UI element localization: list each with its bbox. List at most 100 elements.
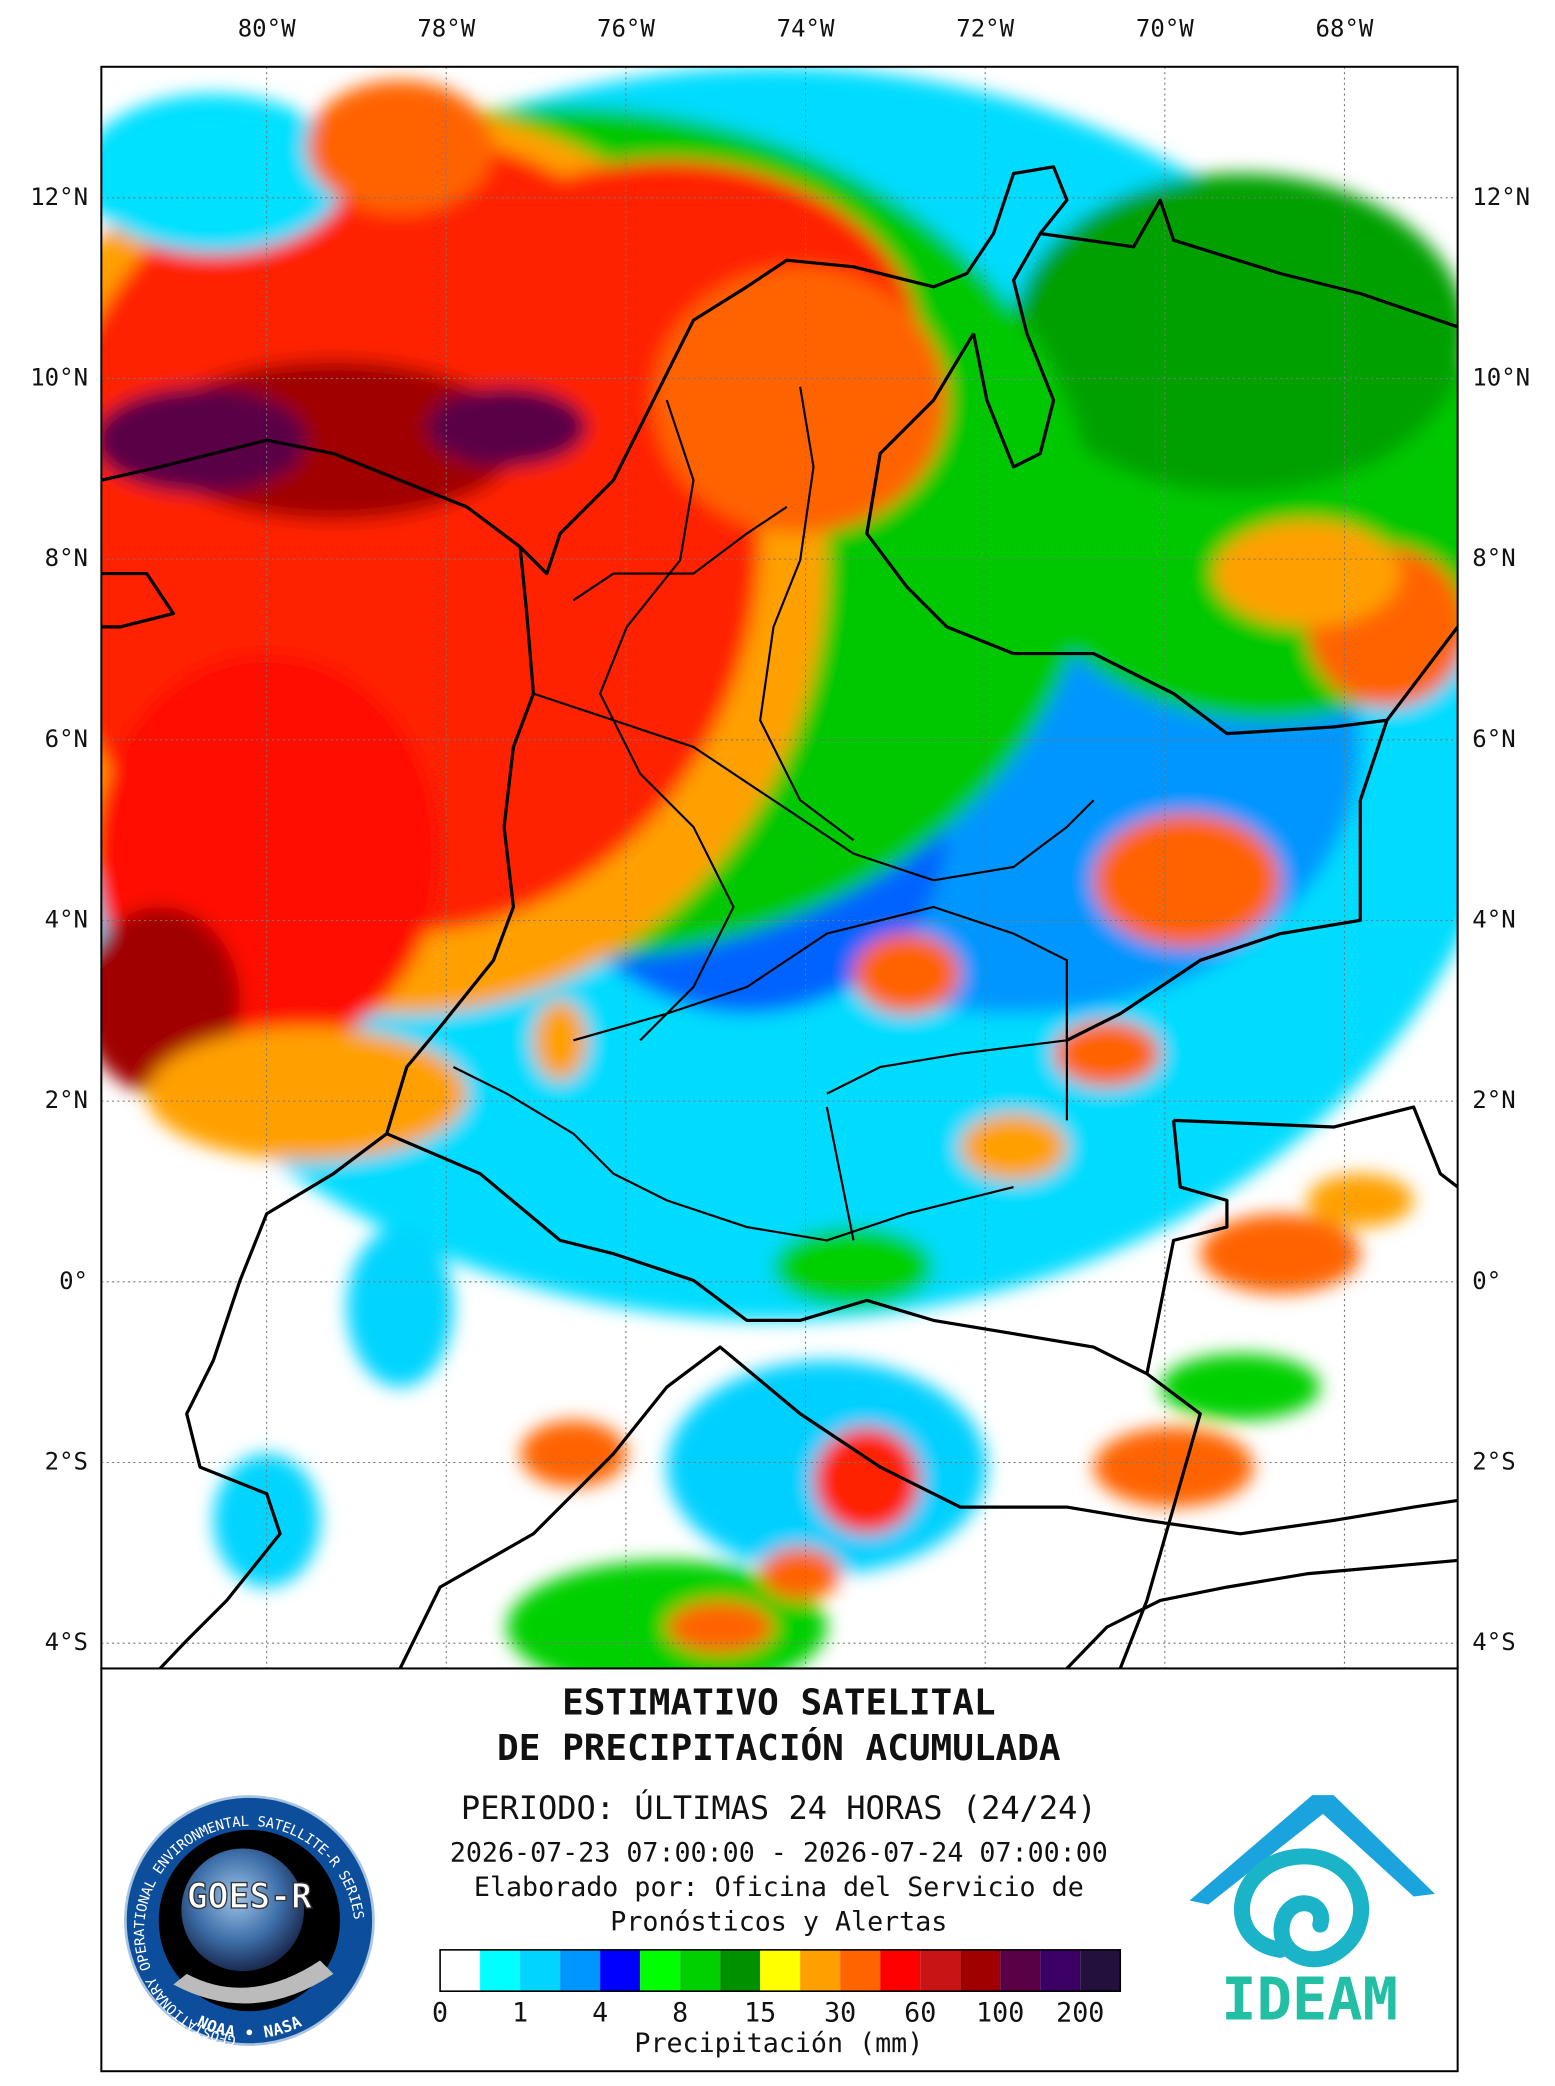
precip-area (101, 386, 307, 494)
colorbar-swatch (760, 1949, 801, 1992)
colorbar-swatch (800, 1949, 841, 1992)
lon-tick-label: 70°W (1136, 14, 1194, 42)
dates: 2026-07-23 07:00:00 - 2026-07-24 07:00:0… (450, 1837, 1108, 1868)
map-area (101, 66, 1458, 1669)
colorbar-swatch (840, 1949, 881, 1992)
period: PERIODO: ÚLTIMAS 24 HORAS (24/24) (461, 1788, 1097, 1827)
colorbar-tick-label: 4 (592, 1997, 608, 2028)
precip-area (1160, 1353, 1321, 1421)
country-border (386, 1132, 1202, 1669)
precip-area (653, 266, 947, 534)
country-border (1145, 1120, 1229, 1375)
lon-tick-label: 78°W (417, 14, 475, 42)
lat-tick-label: 10°N (30, 363, 88, 391)
colorbar-swatch (520, 1949, 561, 1992)
colorbar-tick-label: 30 (824, 1997, 856, 2028)
colorbar-tick-label: 0 (432, 1997, 448, 2028)
lat-tick-label: 10°N (1472, 363, 1530, 391)
logo-roof (1189, 1795, 1435, 1905)
precip-area (520, 1420, 627, 1488)
precip-area (306, 80, 494, 214)
credit: Elaborado por: Oficina del Servicio de (474, 1872, 1084, 1903)
title: DE PRECIPITACIÓN ACUMULADA (497, 1727, 1061, 1769)
coastline (1039, 198, 1458, 329)
lat-tick-label: 4°S (45, 1628, 88, 1656)
colorbar-swatch (920, 1949, 961, 1992)
precip-area (146, 1026, 467, 1161)
colorbar-swatch (1040, 1949, 1081, 1992)
colorbar-tick-label: 200 (1056, 1997, 1104, 2028)
department-border (598, 399, 735, 1042)
logo-name: IDEAM (1221, 1965, 1398, 2033)
precip-area (346, 1227, 454, 1388)
precip-area (213, 1453, 321, 1588)
lat-tick-label: 0° (59, 1267, 88, 1295)
colorbar-swatch (560, 1949, 601, 1992)
precip-area (1053, 1020, 1161, 1088)
precip-area (533, 1000, 587, 1081)
lon-tick-label: 80°W (238, 14, 296, 42)
department-border (573, 905, 1068, 1095)
borders (386, 332, 1458, 1669)
lat-tick-label: 2°S (45, 1447, 88, 1475)
lat-tick-label: 4°N (1472, 905, 1515, 933)
lat-tick-label: 12°N (1472, 183, 1530, 211)
title: ESTIMATIVO SATELITAL (562, 1682, 995, 1723)
precip-area (426, 386, 587, 467)
department-border (572, 505, 788, 602)
country-border (398, 1345, 1458, 1669)
precip-area (1093, 1427, 1254, 1508)
coastline (101, 165, 1069, 576)
department-border (759, 386, 855, 842)
ideam-logo: IDEAM (1189, 1795, 1435, 2033)
colorbar-swatch (1080, 1949, 1121, 1992)
lat-tick-label: 2°S (1472, 1447, 1515, 1475)
lat-tick-label: 0° (1472, 1267, 1501, 1295)
logo-swoosh (173, 1960, 334, 2004)
lat-tick-label: 8°N (1472, 544, 1515, 572)
lon-tick-label: 76°W (597, 14, 655, 42)
lat-tick-label: 12°N (30, 183, 88, 211)
colorbar-swatch (720, 1949, 761, 1992)
colorbar-tick-label: 100 (976, 1997, 1024, 2028)
precip-area (1093, 813, 1281, 947)
colorbar-swatch (680, 1949, 721, 1992)
country-border (1065, 1558, 1458, 1669)
precip-area (960, 1113, 1067, 1181)
lat-tick-label: 4°N (45, 905, 88, 933)
colorbar-frame (439, 1949, 1122, 1993)
colorbar-swatch (960, 1949, 1001, 1992)
precip-area (666, 1600, 774, 1654)
precipitation-field (101, 66, 1458, 1669)
precip-area (1200, 1213, 1361, 1294)
precip-area (773, 1227, 934, 1308)
country-border (865, 332, 1458, 736)
lat-tick-label: 2°N (1472, 1086, 1515, 1114)
colorbar-tick-label: 8 (672, 1997, 688, 2028)
goes-logo: GEOSTATIONARY OPERATIONAL ENVIRONMENTAL … (124, 1795, 375, 2048)
logo-name: GOES-R (187, 1877, 312, 1917)
colorbar-swatch (600, 1949, 641, 1992)
precip-area (813, 1427, 921, 1534)
colorbar-swatch (440, 1949, 481, 1992)
colorbar-swatch (480, 1949, 521, 1992)
precip-area (853, 933, 961, 1014)
colorbar: 0 1 4 8 15 30 60 100 200 (432, 1949, 1122, 2028)
precip-area (760, 1547, 841, 1601)
colorbar-swatch (880, 1949, 921, 1992)
coastline (101, 571, 175, 629)
department-border (533, 692, 1095, 882)
credit: Pronósticos y Alertas (610, 1907, 947, 1938)
coastlines (101, 165, 1458, 1669)
colorbar-tick-label: 1 (512, 1997, 528, 2028)
lat-tick-label: 4°S (1472, 1628, 1515, 1656)
country-border (1173, 1105, 1458, 1189)
colorbar-swatch (1000, 1949, 1041, 1992)
colorbar-label: Precipitación (mm) (634, 2028, 923, 2059)
precip-area (1013, 173, 1458, 494)
colorbar-swatch (640, 1949, 681, 1992)
department-border (452, 1066, 1014, 1242)
department-border (825, 960, 1068, 1241)
logo-earth (181, 1848, 305, 1972)
